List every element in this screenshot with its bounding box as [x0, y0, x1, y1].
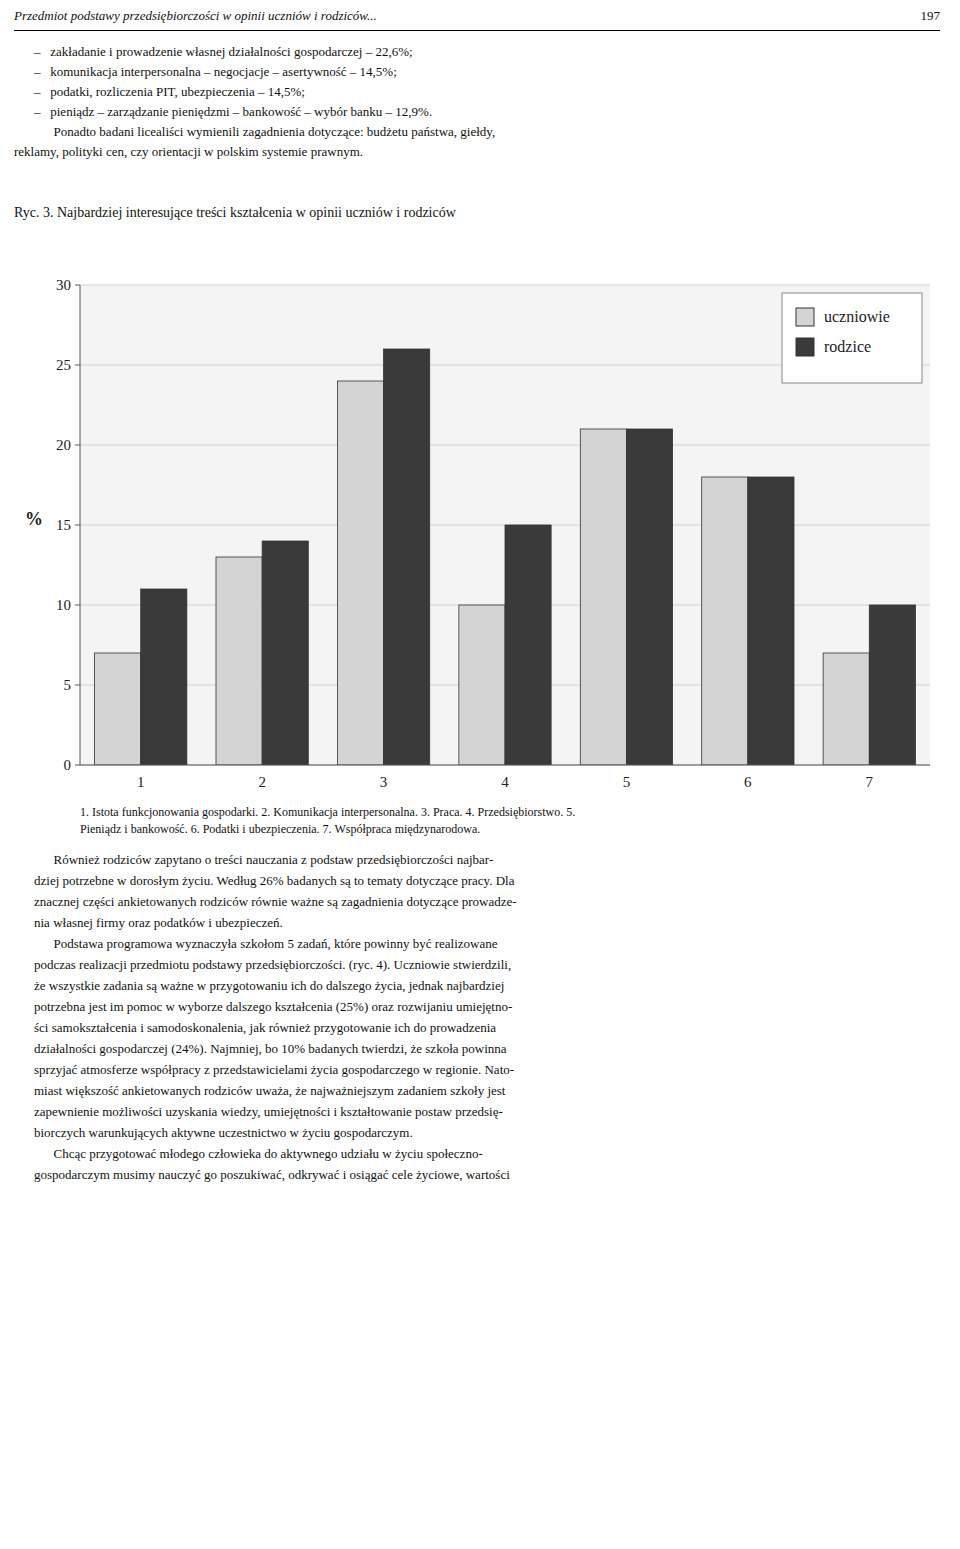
- y-tick: [75, 525, 80, 526]
- running-header: Przedmiot podstawy przedsiębiorczości w …: [14, 8, 377, 24]
- bar: [626, 429, 672, 765]
- body-line: zapewnienie możliwości uzyskania wiedzy,…: [34, 1104, 503, 1120]
- bar: [459, 605, 505, 765]
- bullet-item: – podatki, rozliczenia PIT, ubezpieczeni…: [34, 84, 305, 100]
- y-tick: [75, 685, 80, 686]
- bar: [580, 429, 626, 765]
- paragraph-line: Ponadto badani licealiści wymienili zaga…: [34, 124, 495, 140]
- bar: [337, 381, 383, 765]
- paragraph-line: reklamy, polityki cen, czy orientacji w …: [14, 144, 363, 160]
- y-tick-label: 10: [56, 597, 71, 613]
- page-number: 197: [921, 8, 941, 24]
- body-line: sprzyjać atmosferze współpracy z przedst…: [34, 1062, 514, 1078]
- bar: [262, 541, 308, 765]
- x-tick-label: 2: [258, 774, 266, 790]
- bar: [823, 653, 869, 765]
- grid-line: [80, 445, 930, 446]
- body-line: podczas realizacji przedmiotu podstawy p…: [34, 957, 511, 973]
- body-line: Również rodziców zapytano o treści naucz…: [34, 852, 493, 868]
- y-tick: [75, 445, 80, 446]
- legend-label: uczniowie: [824, 308, 890, 325]
- legend: uczniowie rodzice: [782, 293, 922, 383]
- x-tick-label: 7: [866, 774, 874, 790]
- page: {"chart_data": {"type": "bar", "title": …: [0, 0, 960, 1549]
- bar: [748, 477, 794, 765]
- body-line: że wszystkie zadania są ważne w przygoto…: [34, 978, 504, 994]
- legend-frame: [782, 293, 922, 383]
- body-line: działalności gospodarczej (24%). Najmnie…: [34, 1041, 507, 1057]
- body-line: ści samokształcenia i samodoskonalenia, …: [34, 1020, 496, 1036]
- bar: [505, 525, 551, 765]
- y-tick-label: 25: [56, 357, 71, 373]
- body-line: nia własnej firmy oraz podatków i ubezpi…: [34, 915, 283, 931]
- y-tick-label: 5: [64, 677, 72, 693]
- bar: [95, 653, 141, 765]
- body-line: Chcąc przygotować młodego człowieka do a…: [34, 1146, 483, 1162]
- bar: [141, 589, 187, 765]
- plot-background: [80, 285, 930, 765]
- bar: [702, 477, 748, 765]
- x-tick-label: 5: [623, 774, 631, 790]
- body-line: znacznej części ankietowanych rodziców r…: [34, 894, 517, 910]
- y-tick-label: 30: [56, 277, 71, 293]
- x-tick-label: 6: [744, 774, 752, 790]
- header-rule: [14, 30, 940, 31]
- body-line: biorczych warunkujących aktywne uczestni…: [34, 1125, 413, 1141]
- y-axis-label: %: [25, 509, 43, 529]
- bullet-item: – pieniądz – zarządzanie pieniędzmi – ba…: [34, 104, 432, 120]
- legend-swatch: [796, 338, 814, 356]
- body-line: Podstawa programowa wyznaczyła szkołom 5…: [34, 936, 498, 952]
- legend-swatch: [796, 308, 814, 326]
- body-line: miast większość ankietowanych rodziców u…: [34, 1083, 505, 1099]
- grid-line: [80, 765, 930, 766]
- x-tick-label: 3: [380, 774, 388, 790]
- bullet-item: – zakładanie i prowadzenie własnej dział…: [34, 44, 413, 60]
- chart-note: 1. Istota funkcjonowania gospodarki. 2. …: [80, 805, 575, 819]
- chart-title: Ryc. 3. Najbardziej interesujące treści …: [14, 205, 456, 222]
- y-tick: [75, 365, 80, 366]
- y-tick-label: 20: [56, 437, 71, 453]
- chart-note: Pieniądz i bankowość. 6. Podatki i ubezp…: [80, 822, 480, 836]
- bullet-item: – komunikacja interpersonalna – negocjac…: [34, 64, 397, 80]
- y-tick-label: 15: [56, 517, 71, 533]
- chart: 0 5 10 15 20 25 30% 1 2 3 4 5 6 7 uczniowie rodzice: [0, 245, 960, 805]
- grid-line: [80, 285, 930, 286]
- y-tick: [75, 285, 80, 286]
- body-line: dziej potrzebne w dorosłym życiu. Według…: [34, 873, 515, 889]
- bar: [216, 557, 262, 765]
- y-axis-line: [80, 285, 81, 765]
- y-tick: [75, 765, 80, 766]
- body-line: potrzebna jest im pomoc w wyborze dalsze…: [34, 999, 512, 1015]
- bar: [384, 349, 430, 765]
- bars: [95, 349, 916, 765]
- y-tick: [75, 605, 80, 606]
- y-tick-label: 0: [64, 757, 72, 773]
- body-line: gospodarczym musimy nauczyć go poszukiwa…: [34, 1167, 510, 1183]
- x-axis-line: [80, 765, 930, 766]
- bar: [869, 605, 915, 765]
- x-tick-label: 4: [501, 774, 509, 790]
- legend-label: rodzice: [824, 338, 871, 355]
- x-tick-label: 1: [137, 774, 145, 790]
